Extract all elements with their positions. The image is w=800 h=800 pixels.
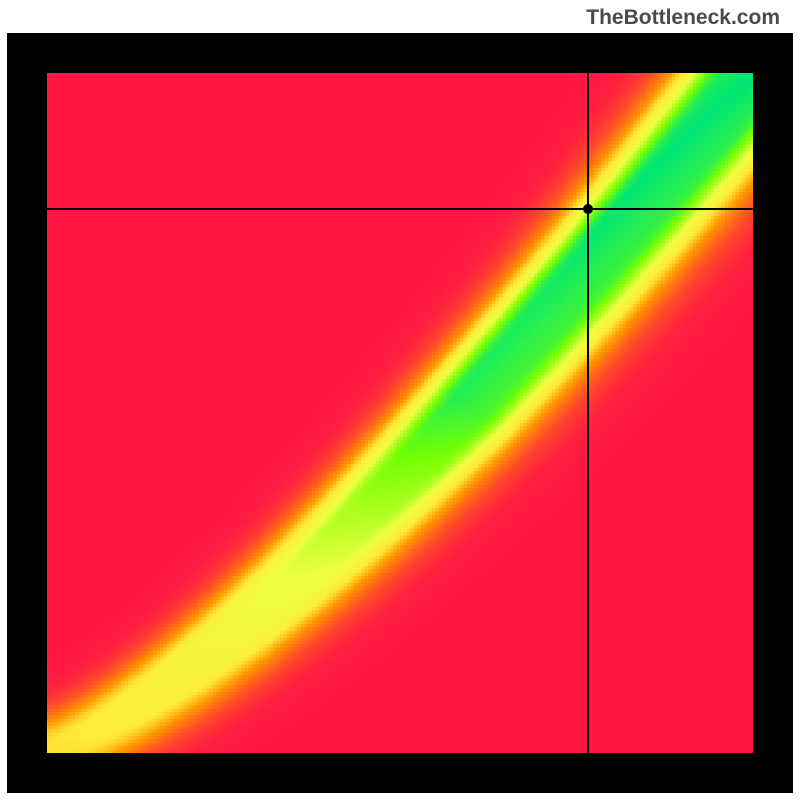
figure-container: TheBottleneck.com [0, 0, 800, 800]
heatmap-canvas [47, 73, 753, 753]
plot-frame [7, 33, 793, 793]
crosshair-vertical-line [587, 73, 589, 753]
crosshair-marker [583, 204, 593, 214]
attribution-text: TheBottleneck.com [586, 6, 780, 30]
crosshair-horizontal-line [47, 208, 753, 210]
plot-area [47, 73, 753, 753]
